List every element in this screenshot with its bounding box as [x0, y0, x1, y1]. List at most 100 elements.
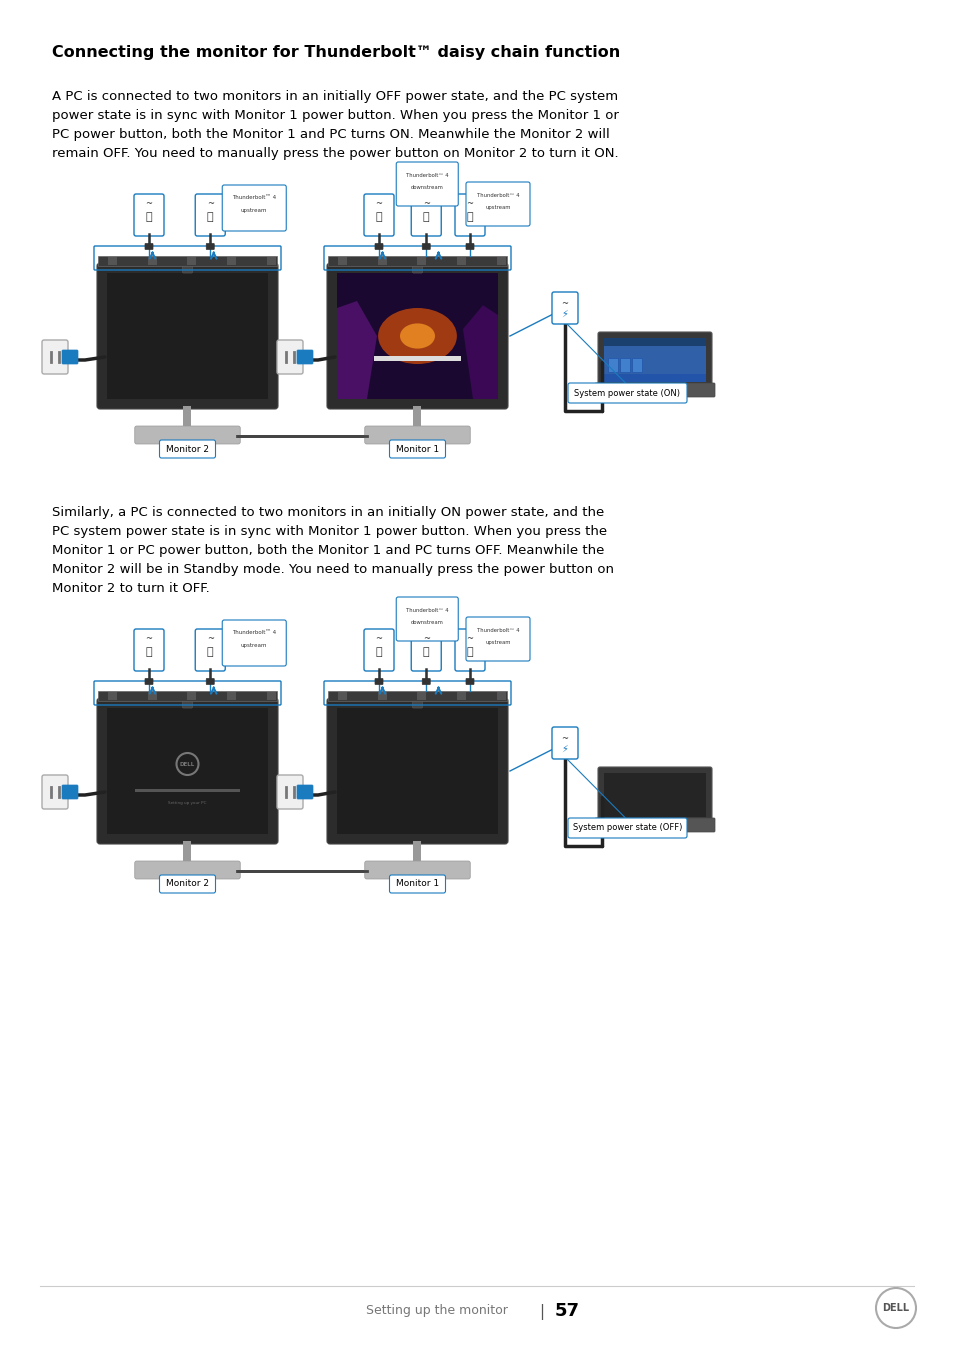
Text: downstream: downstream	[411, 620, 443, 624]
FancyBboxPatch shape	[296, 349, 313, 364]
Text: ⎕: ⎕	[375, 211, 382, 222]
Text: Thunderbolt™ 4: Thunderbolt™ 4	[232, 630, 276, 635]
Bar	[417, 692, 426, 700]
Text: 57: 57	[554, 1303, 578, 1320]
Text: Connecting the monitor for Thunderbolt™ daisy chain function: Connecting the monitor for Thunderbolt™ …	[52, 45, 619, 60]
FancyBboxPatch shape	[567, 383, 686, 403]
Text: Setting up your PC: Setting up your PC	[168, 802, 207, 806]
FancyBboxPatch shape	[159, 440, 215, 458]
Text: ~: ~	[146, 635, 152, 643]
FancyBboxPatch shape	[552, 292, 578, 324]
FancyBboxPatch shape	[195, 630, 225, 672]
Text: upstream: upstream	[241, 643, 267, 647]
Text: PC power button, both the Monitor 1 and PC turns ON. Meanwhile the Monitor 2 wil: PC power button, both the Monitor 1 and …	[52, 129, 609, 141]
Bar	[417, 257, 426, 265]
Bar	[337, 692, 347, 700]
Bar	[607, 357, 618, 372]
Bar	[336, 708, 497, 834]
Text: remain OFF. You need to manually press the power button on Monitor 2 to turn it : remain OFF. You need to manually press t…	[52, 148, 618, 160]
FancyBboxPatch shape	[276, 774, 303, 808]
Bar	[267, 257, 275, 265]
Bar	[107, 708, 268, 834]
FancyBboxPatch shape	[455, 194, 484, 236]
Text: ⎕: ⎕	[207, 647, 213, 657]
FancyBboxPatch shape	[465, 181, 530, 226]
Text: ~: ~	[375, 635, 382, 643]
Text: ⎕: ⎕	[207, 211, 213, 222]
Text: ⚡: ⚡	[561, 309, 568, 318]
Bar	[413, 406, 421, 428]
Text: ⎕: ⎕	[146, 211, 152, 222]
Bar	[227, 692, 236, 700]
Text: ~: ~	[422, 635, 429, 643]
FancyBboxPatch shape	[62, 349, 78, 364]
FancyBboxPatch shape	[389, 875, 445, 894]
Text: System power state (OFF): System power state (OFF)	[572, 823, 681, 833]
FancyBboxPatch shape	[411, 194, 441, 236]
Bar	[135, 789, 240, 792]
Text: ~: ~	[561, 734, 568, 743]
FancyBboxPatch shape	[145, 678, 152, 685]
Text: A PC is connected to two monitors in an initially OFF power state, and the PC sy: A PC is connected to two monitors in an …	[52, 89, 618, 103]
Bar	[619, 357, 629, 372]
Text: PC system power state is in sync with Monitor 1 power button. When you press the: PC system power state is in sync with Mo…	[52, 525, 606, 538]
Bar	[108, 257, 117, 265]
Text: ~: ~	[561, 299, 568, 309]
FancyBboxPatch shape	[455, 630, 484, 672]
FancyBboxPatch shape	[327, 263, 507, 409]
Text: ~: ~	[207, 635, 213, 643]
Text: Monitor 1: Monitor 1	[395, 880, 438, 888]
FancyBboxPatch shape	[412, 264, 422, 274]
Bar	[374, 356, 460, 362]
Bar	[377, 257, 386, 265]
Bar	[183, 841, 192, 862]
FancyBboxPatch shape	[412, 699, 422, 708]
FancyBboxPatch shape	[595, 818, 714, 831]
Text: DELL: DELL	[180, 761, 195, 766]
Text: upstream: upstream	[241, 207, 267, 213]
FancyBboxPatch shape	[364, 630, 394, 672]
FancyBboxPatch shape	[145, 244, 152, 249]
Bar	[456, 692, 466, 700]
Text: power state is in sync with Monitor 1 power button. When you press the Monitor 1: power state is in sync with Monitor 1 po…	[52, 110, 618, 122]
FancyBboxPatch shape	[327, 699, 507, 844]
FancyBboxPatch shape	[375, 244, 382, 249]
FancyBboxPatch shape	[62, 785, 78, 799]
Text: ~: ~	[375, 199, 382, 209]
Bar	[107, 274, 268, 399]
Bar	[497, 257, 505, 265]
Text: Monitor 2 to turn it OFF.: Monitor 2 to turn it OFF.	[52, 582, 210, 594]
Text: Monitor 2 will be in Standby mode. You need to manually press the power button o: Monitor 2 will be in Standby mode. You n…	[52, 563, 614, 575]
FancyBboxPatch shape	[276, 340, 303, 374]
Text: ~: ~	[466, 199, 473, 209]
Bar	[336, 274, 497, 399]
Text: Thunderbolt™ 4: Thunderbolt™ 4	[476, 192, 518, 198]
FancyBboxPatch shape	[364, 194, 394, 236]
Bar	[603, 338, 705, 347]
FancyBboxPatch shape	[364, 861, 470, 879]
Polygon shape	[462, 305, 497, 399]
Text: Thunderbolt™ 4: Thunderbolt™ 4	[406, 608, 448, 613]
Text: Monitor 2: Monitor 2	[166, 444, 209, 454]
FancyBboxPatch shape	[133, 194, 164, 236]
Text: ⎕: ⎕	[466, 211, 473, 222]
Bar	[603, 338, 705, 382]
Text: downstream: downstream	[411, 184, 443, 190]
Bar	[236, 871, 403, 873]
FancyBboxPatch shape	[395, 597, 457, 640]
Text: Monitor 1: Monitor 1	[395, 444, 438, 454]
Bar	[148, 692, 156, 700]
Bar	[227, 257, 236, 265]
Bar	[328, 256, 506, 265]
Bar	[98, 256, 276, 265]
Bar	[108, 692, 117, 700]
Text: ⎕: ⎕	[422, 211, 429, 222]
FancyBboxPatch shape	[465, 617, 530, 661]
Bar	[188, 257, 196, 265]
Bar	[337, 257, 347, 265]
FancyBboxPatch shape	[465, 244, 474, 249]
FancyBboxPatch shape	[364, 427, 470, 444]
FancyBboxPatch shape	[182, 699, 193, 708]
Bar	[148, 257, 156, 265]
FancyBboxPatch shape	[222, 620, 286, 666]
